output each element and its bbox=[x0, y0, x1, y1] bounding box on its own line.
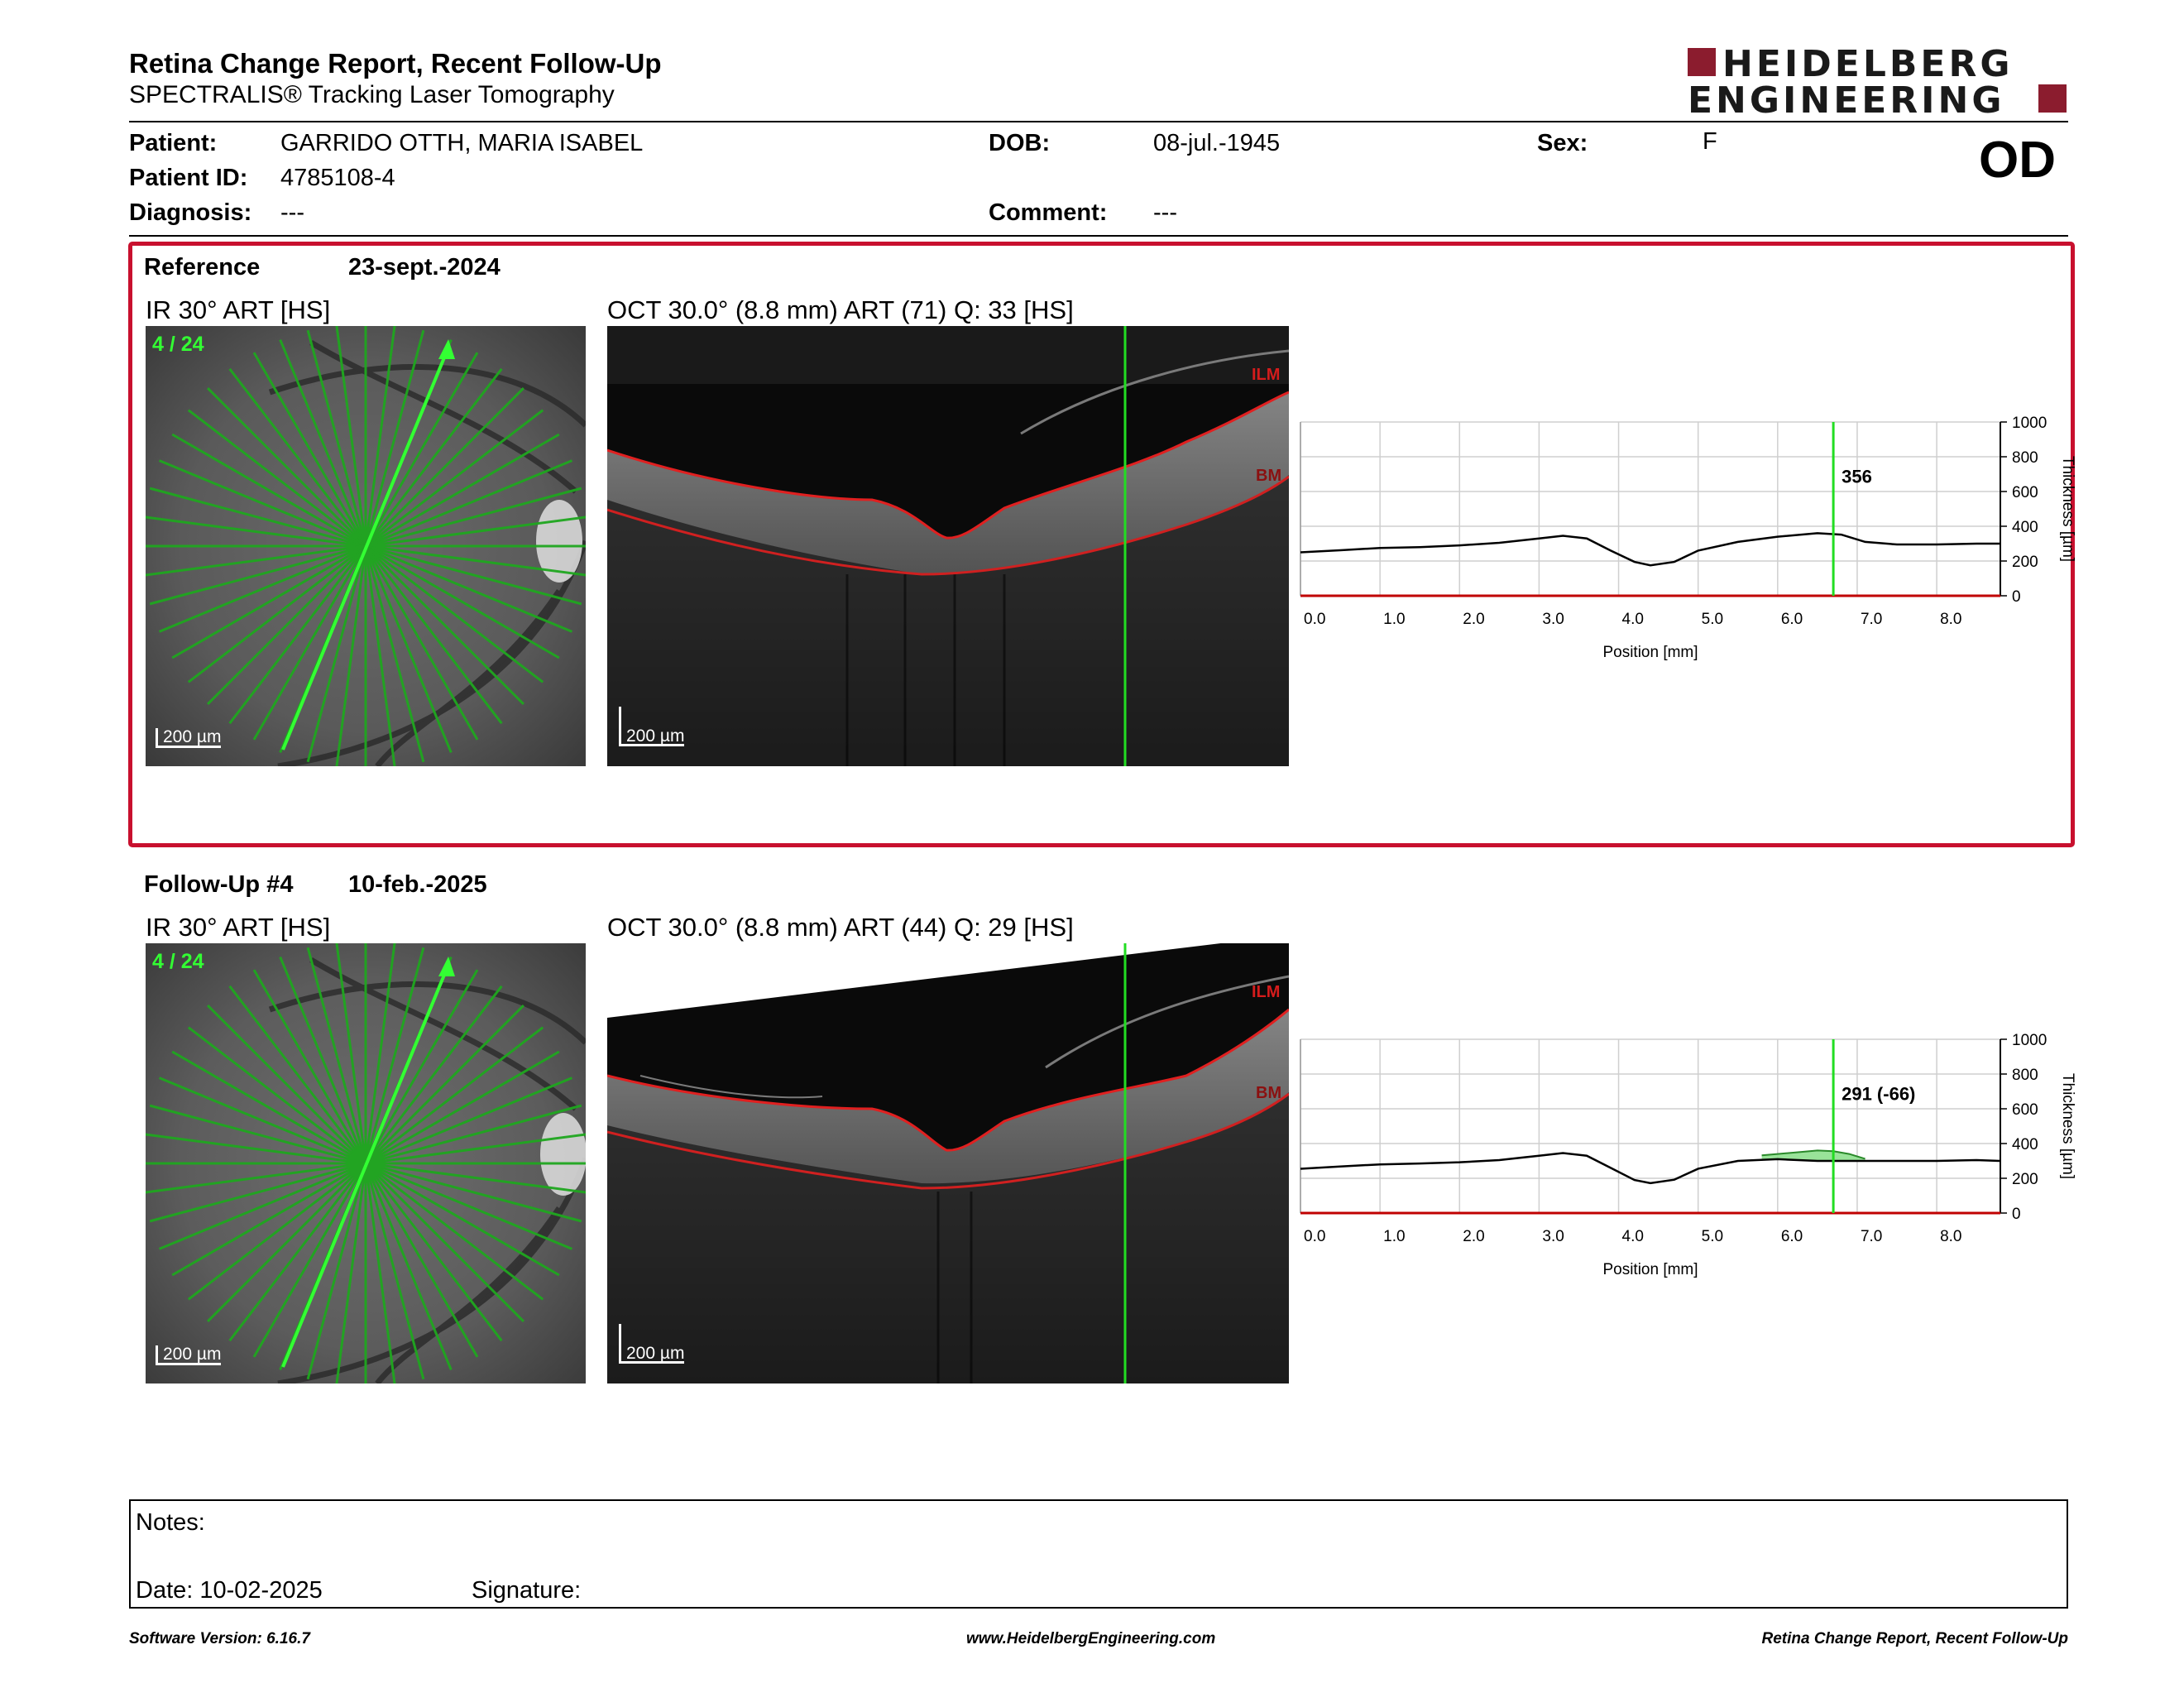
website-link[interactable]: www.HeidelbergEngineering.com bbox=[966, 1630, 1216, 1647]
followup-date: 10-feb.-2025 bbox=[348, 871, 487, 898]
logo-square-top bbox=[1688, 48, 1716, 76]
followup-ir-title: IR 30° ART [HS] bbox=[146, 913, 331, 942]
report-title: Retina Change Report, Recent Follow-Up bbox=[129, 48, 662, 79]
followup-chart-svg: 0 200 400 600 800 1000 0.0 1.0 2.0 3.0 4.0 5.0 6.0 7.… bbox=[1300, 1032, 2076, 1278]
x-tick-label: 2.0 bbox=[1463, 611, 1484, 628]
reference-thickness-chart[interactable]: 0 200 400 600 800 1000 0.0 1.0 2.0 3.0 4.0 5.0 6.0 7.… bbox=[1299, 414, 2076, 679]
x-tick-label: 5.0 bbox=[1702, 611, 1723, 628]
reference-chart-svg: 0 200 400 600 800 1000 0.0 1.0 2.0 3.0 4.0 5.0 6.0 7.… bbox=[1300, 415, 2076, 661]
logo-line-1: HEIDELBERG bbox=[1722, 43, 2014, 85]
y-tick-label: 400 bbox=[2012, 1136, 2038, 1153]
reference-oct-title: OCT 30.0° (8.8 mm) ART (71) Q: 33 [HS] bbox=[607, 295, 1074, 324]
reference-ir-title: IR 30° ART [HS] bbox=[146, 295, 331, 324]
reference-ir-scale: 200 µm bbox=[156, 728, 222, 748]
cursor-readout: 356 bbox=[1842, 467, 1872, 487]
followup-scan-counter: 4 / 24 bbox=[152, 950, 204, 973]
followup-ir-image[interactable]: 4 / 24 200 µm bbox=[146, 943, 586, 1383]
reference-oct-scale: 200 µm bbox=[619, 707, 685, 746]
signature-label: Signature: bbox=[472, 1577, 582, 1604]
cursor-readout: 291 (-66) bbox=[1842, 1084, 1915, 1105]
footer-report-name: Retina Change Report, Recent Follow-Up bbox=[1761, 1630, 2068, 1647]
logo-square-bottom bbox=[2038, 84, 2067, 113]
x-tick-label: 8.0 bbox=[1940, 1228, 1961, 1245]
software-version: Software Version: 6.16.7 bbox=[129, 1630, 310, 1647]
patient-id-value: 4785108-4 bbox=[280, 165, 395, 191]
reference-ilm-label: ILM bbox=[1252, 366, 1281, 384]
heidelberg-logo: HEIDELBERG ENGINEERING bbox=[1688, 43, 2068, 122]
y-tick-label: 1000 bbox=[2012, 1032, 2047, 1049]
x-tick-label: 0.0 bbox=[1304, 611, 1325, 628]
dob-value: 08-jul.-1945 bbox=[1153, 130, 1281, 156]
y-tick-label: 600 bbox=[2012, 484, 2038, 501]
x-tick-label: 7.0 bbox=[1861, 611, 1882, 628]
x-axis-label: Position [mm] bbox=[1602, 1261, 1698, 1278]
header-rule bbox=[129, 121, 2068, 122]
reference-label: Reference bbox=[144, 254, 261, 281]
x-tick-label: 1.0 bbox=[1383, 1228, 1405, 1245]
x-tick-label: 6.0 bbox=[1781, 1228, 1803, 1245]
reference-date: 23-sept.-2024 bbox=[348, 254, 500, 281]
reference-frame bbox=[128, 242, 2075, 847]
patient-rule bbox=[129, 235, 2068, 237]
followup-oct-scale: 200 µm bbox=[619, 1324, 685, 1364]
patient-id-label: Patient ID: bbox=[129, 165, 248, 191]
patient-label: Patient: bbox=[129, 130, 218, 156]
sex-label: Sex: bbox=[1537, 130, 1588, 156]
y-tick-label: 200 bbox=[2012, 1171, 2038, 1188]
x-tick-label: 1.0 bbox=[1383, 611, 1405, 628]
followup-oct-title: OCT 30.0° (8.8 mm) ART (44) Q: 29 [HS] bbox=[607, 913, 1074, 942]
x-tick-label: 6.0 bbox=[1781, 611, 1803, 628]
x-tick-label: 4.0 bbox=[1622, 1228, 1644, 1245]
y-tick-label: 600 bbox=[2012, 1101, 2038, 1119]
y-tick-label: 800 bbox=[2012, 449, 2038, 467]
followup-bm-label: BM bbox=[1256, 1084, 1282, 1102]
thickness-series-line bbox=[1300, 532, 2000, 567]
sex-value: F bbox=[1703, 128, 1717, 155]
reference-oct-image[interactable]: ILM BM 200 µm bbox=[607, 326, 1289, 766]
x-tick-label: 2.0 bbox=[1463, 1228, 1484, 1245]
reference-bm-label: BM bbox=[1256, 467, 1282, 485]
y-tick-label: 1000 bbox=[2012, 415, 2047, 432]
followup-oct-image[interactable]: ILM BM 200 µm bbox=[607, 943, 1289, 1383]
y-tick-label: 0 bbox=[2012, 1206, 2021, 1223]
reference-series-line bbox=[1761, 1149, 1866, 1160]
followup-ir-scale: 200 µm bbox=[156, 1345, 222, 1365]
y-tick-label: 0 bbox=[2012, 588, 2021, 606]
y-tick-label: 400 bbox=[2012, 519, 2038, 536]
x-axis-label: Position [mm] bbox=[1602, 644, 1698, 661]
reference-ir-image[interactable]: 4 / 24 200 µm bbox=[146, 326, 586, 766]
y-tick-label: 200 bbox=[2012, 554, 2038, 571]
followup-ilm-label: ILM bbox=[1252, 983, 1281, 1001]
report-subtitle: SPECTRALIS® Tracking Laser Tomography bbox=[129, 81, 615, 108]
patient-name: GARRIDO OTTH, MARIA ISABEL bbox=[280, 130, 644, 156]
logo-line-2: ENGINEERING bbox=[1688, 79, 2005, 122]
x-tick-label: 8.0 bbox=[1940, 611, 1961, 628]
date-label: Date: 10-02-2025 bbox=[136, 1577, 323, 1604]
y-axis-label: Thickness [µm] bbox=[2059, 1073, 2076, 1179]
eye-indicator: OD bbox=[1979, 132, 2056, 189]
x-tick-label: 5.0 bbox=[1702, 1228, 1723, 1245]
notes-box[interactable] bbox=[129, 1499, 2068, 1609]
y-axis-label: Thickness [µm] bbox=[2059, 456, 2076, 562]
followup-label: Follow-Up #4 bbox=[144, 871, 294, 898]
x-tick-label: 4.0 bbox=[1622, 611, 1644, 628]
comment-value: --- bbox=[1153, 199, 1177, 226]
thickness-series-line bbox=[1300, 1152, 2001, 1185]
dob-label: DOB: bbox=[989, 130, 1051, 156]
comment-label: Comment: bbox=[989, 199, 1108, 226]
diagnosis-value: --- bbox=[280, 199, 304, 226]
reference-scan-counter: 4 / 24 bbox=[152, 333, 204, 356]
diagnosis-label: Diagnosis: bbox=[129, 199, 252, 226]
x-tick-label: 3.0 bbox=[1542, 1228, 1564, 1245]
x-tick-label: 0.0 bbox=[1304, 1228, 1325, 1245]
x-tick-label: 3.0 bbox=[1542, 611, 1564, 628]
notes-label: Notes: bbox=[136, 1509, 205, 1536]
x-tick-label: 7.0 bbox=[1861, 1228, 1882, 1245]
y-tick-label: 800 bbox=[2012, 1067, 2038, 1084]
followup-thickness-chart[interactable]: 0 200 400 600 800 1000 0.0 1.0 2.0 3.0 4.0 5.0 6.0 7.… bbox=[1299, 1031, 2076, 1296]
